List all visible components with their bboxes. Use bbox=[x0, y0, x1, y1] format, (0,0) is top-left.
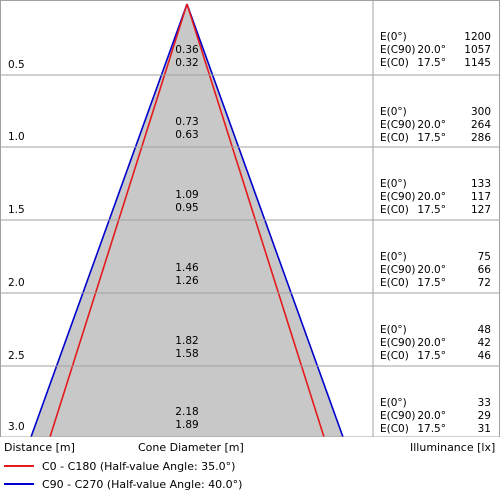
distance-value: 1.0 bbox=[8, 131, 25, 143]
illuminance-value: 117 bbox=[471, 191, 491, 203]
illuminance-value: 33 bbox=[478, 397, 491, 409]
illuminance-value: 1145 bbox=[464, 57, 491, 69]
illuminance-angle: 20.0° bbox=[417, 119, 446, 131]
cone-diameter-c0: 1.58 bbox=[175, 348, 198, 360]
illuminance-value: 75 bbox=[478, 251, 491, 263]
illuminance-label: E(0°) bbox=[380, 31, 407, 43]
illuminance-value: 1057 bbox=[464, 44, 491, 56]
legend-swatch-c0 bbox=[4, 465, 34, 467]
cone-diameter-c90: 0.73 bbox=[175, 116, 198, 128]
illuminance-value: 29 bbox=[478, 410, 491, 422]
cone-diameter-c0: 0.95 bbox=[175, 202, 198, 214]
cone-diameter-c90: 2.18 bbox=[175, 406, 198, 418]
cone-diameter-c0: 1.89 bbox=[175, 419, 198, 431]
illuminance-label: E(C90) bbox=[380, 337, 416, 349]
cone-diameter-header: Cone Diameter [m] bbox=[138, 441, 244, 454]
illuminance-value: 66 bbox=[478, 264, 492, 276]
distance-header: Distance [m] bbox=[4, 441, 75, 454]
illuminance-angle: 17.5° bbox=[417, 204, 446, 216]
illuminance-angle: 17.5° bbox=[417, 277, 446, 289]
legend-label-c90: C90 - C270 (Half-value Angle: 40.0°) bbox=[42, 477, 243, 491]
illuminance-value: 286 bbox=[471, 132, 491, 144]
illuminance-value: 31 bbox=[478, 423, 491, 435]
illuminance-label: E(0°) bbox=[380, 324, 407, 336]
legend-swatch-c90 bbox=[4, 483, 34, 485]
illuminance-angle: 20.0° bbox=[417, 44, 446, 56]
cone-diameter-c90: 1.09 bbox=[175, 189, 198, 201]
distance-value: 0.5 bbox=[8, 59, 25, 71]
illuminance-angle: 17.5° bbox=[417, 350, 446, 362]
illuminance-label: E(C90) bbox=[380, 191, 416, 203]
illuminance-label: E(C90) bbox=[380, 410, 416, 422]
illuminance-angle: 20.0° bbox=[417, 264, 446, 276]
illuminance-value: 264 bbox=[471, 119, 491, 131]
cone-diameter-c0: 0.63 bbox=[175, 129, 198, 141]
distance-value: 1.5 bbox=[8, 204, 25, 216]
cone-diameter-c0: 0.32 bbox=[175, 57, 198, 69]
legend-label-c0: C0 - C180 (Half-value Angle: 35.0°) bbox=[42, 459, 236, 473]
cone-diameter-c90: 1.82 bbox=[175, 335, 198, 347]
illuminance-value: 1200 bbox=[464, 31, 491, 43]
legend-item-c0: C0 - C180 (Half-value Angle: 35.0°) bbox=[4, 458, 235, 474]
illuminance-label: E(C0) bbox=[380, 423, 409, 435]
cone-diameter-c90: 0.36 bbox=[175, 44, 199, 56]
illuminance-angle: 20.0° bbox=[417, 191, 446, 203]
illuminance-value: 46 bbox=[478, 350, 492, 362]
illuminance-label: E(C0) bbox=[380, 350, 409, 362]
cone-diameter-c0: 1.26 bbox=[175, 275, 199, 287]
cone-diameter-c90: 1.46 bbox=[175, 262, 199, 274]
illuminance-label: E(0°) bbox=[380, 251, 407, 263]
illuminance-value: 72 bbox=[478, 277, 491, 289]
illuminance-value: 127 bbox=[471, 204, 491, 216]
illuminance-label: E(C90) bbox=[380, 119, 416, 131]
distance-value: 2.5 bbox=[8, 350, 25, 362]
illuminance-angle: 20.0° bbox=[417, 337, 446, 349]
illuminance-label: E(C0) bbox=[380, 277, 409, 289]
illuminance-label: E(C90) bbox=[380, 44, 416, 56]
illuminance-value: 42 bbox=[478, 337, 491, 349]
illuminance-value: 300 bbox=[471, 106, 491, 118]
legend-item-c90: C90 - C270 (Half-value Angle: 40.0°) bbox=[4, 476, 242, 492]
distance-value: 3.0 bbox=[8, 421, 25, 433]
illuminance-angle: 17.5° bbox=[417, 132, 446, 144]
illuminance-value: 48 bbox=[478, 324, 491, 336]
illuminance-label: E(0°) bbox=[380, 106, 407, 118]
illuminance-angle: 17.5° bbox=[417, 423, 446, 435]
illuminance-label: E(C0) bbox=[380, 204, 409, 216]
illuminance-label: E(0°) bbox=[380, 178, 407, 190]
illuminance-angle: 17.5° bbox=[417, 57, 446, 69]
illuminance-header: Illuminance [lx] bbox=[410, 441, 496, 454]
illuminance-label: E(0°) bbox=[380, 397, 407, 409]
illuminance-label: E(C0) bbox=[380, 132, 409, 144]
footer: Distance [m] Cone Diameter [m] Illuminan… bbox=[0, 437, 500, 500]
illuminance-label: E(C0) bbox=[380, 57, 409, 69]
distance-value: 2.0 bbox=[8, 277, 25, 289]
illuminance-label: E(C90) bbox=[380, 264, 416, 276]
illuminance-value: 133 bbox=[471, 178, 491, 190]
illuminance-angle: 20.0° bbox=[417, 410, 446, 422]
